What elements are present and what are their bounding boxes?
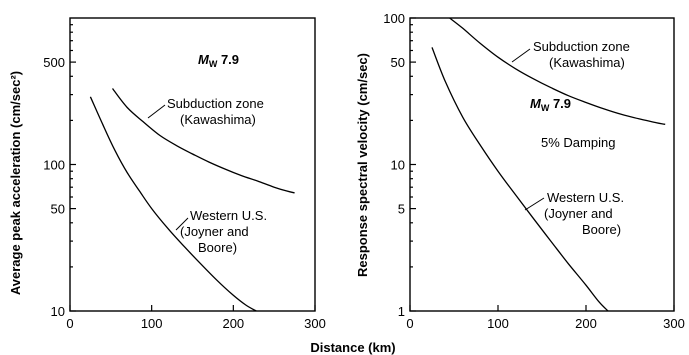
velocity-magnitude-label: MW 7.9: [530, 96, 571, 113]
velocity-y-tick-label: 1: [398, 304, 405, 319]
acceleration-subduction-leader: [147, 104, 166, 119]
acceleration-western-label-line-3: Boore): [198, 240, 237, 255]
acceleration-magnitude-label: MW 7.9: [198, 52, 239, 69]
velocity-y-axis-title: Response spectral velocity (cm/sec): [355, 53, 370, 277]
velocity-annotations: Subduction zone (Kawashima) MW 7.9 5% Da…: [511, 39, 630, 237]
acceleration-western-us-curve: [89, 96, 257, 312]
velocity-subduction-curve: [449, 17, 666, 125]
acceleration-y-tick-label: 100: [43, 158, 65, 173]
acceleration-y-tick-label: 50: [51, 202, 65, 217]
acceleration-x-tick-label: 200: [222, 316, 244, 331]
velocity-western-label-line-3: Boore): [582, 222, 621, 237]
velocity-panel: 0 100 200 300 1 5 10 50 100 Subduction zone (Kaw…: [355, 11, 685, 331]
velocity-subduction-label-line-1: Subduction zone: [533, 39, 630, 54]
acceleration-y-tick-label: 500: [43, 55, 65, 70]
acceleration-x-tick-label: 300: [304, 316, 326, 331]
acceleration-plot-frame: [69, 17, 316, 312]
acceleration-x-tick-label: 0: [66, 316, 73, 331]
velocity-western-us-curve: [431, 47, 609, 312]
acceleration-western-label-line-1: Western U.S.: [190, 208, 267, 223]
acceleration-western-label-line-2: (Joyner and: [180, 224, 249, 239]
velocity-x-tick-label: 100: [487, 316, 509, 331]
acceleration-y-axis-title: Average peak acceleration (cm/sec²): [8, 71, 23, 295]
velocity-curves: [431, 17, 666, 312]
velocity-subduction-label-line-2: (Kawashima): [549, 55, 625, 70]
velocity-y-tick-label: 10: [391, 158, 405, 173]
acceleration-subduction-curve: [111, 88, 295, 194]
velocity-subduction-leader: [511, 48, 531, 63]
acceleration-panel: 0 100 200 300 10 50 100 500 MW 7.9 Subduction z…: [8, 17, 326, 331]
velocity-y-tick-label: 5: [398, 202, 405, 217]
velocity-plot-frame: [409, 17, 675, 312]
velocity-x-tick-label: 300: [663, 316, 685, 331]
velocity-ticks: 0 100 200 300 1 5 10 50 100: [383, 11, 685, 331]
acceleration-curves: [89, 88, 295, 312]
acceleration-annotations: MW 7.9 Subduction zone (Kawashima) Weste…: [147, 52, 267, 255]
velocity-x-tick-label: 0: [406, 316, 413, 331]
velocity-damping-label: 5% Damping: [541, 135, 615, 150]
velocity-y-tick-label: 100: [383, 11, 405, 26]
shared-x-axis-title: Distance (km): [310, 340, 395, 355]
velocity-y-tick-label: 50: [391, 55, 405, 70]
acceleration-western-leader: [175, 217, 189, 231]
velocity-western-label-line-1: Western U.S.: [547, 190, 624, 205]
velocity-western-leader: [524, 197, 545, 211]
velocity-x-tick-label: 200: [575, 316, 597, 331]
acceleration-y-tick-label: 10: [51, 304, 65, 319]
velocity-western-label-line-2: (Joyner and: [544, 206, 613, 221]
acceleration-subduction-label-line-1: Subduction zone: [167, 96, 264, 111]
acceleration-x-tick-label: 100: [141, 316, 163, 331]
acceleration-subduction-label-line-2: (Kawashima): [180, 112, 256, 127]
acceleration-ticks: 0 100 200 300 10 50 100 500: [43, 24, 326, 331]
